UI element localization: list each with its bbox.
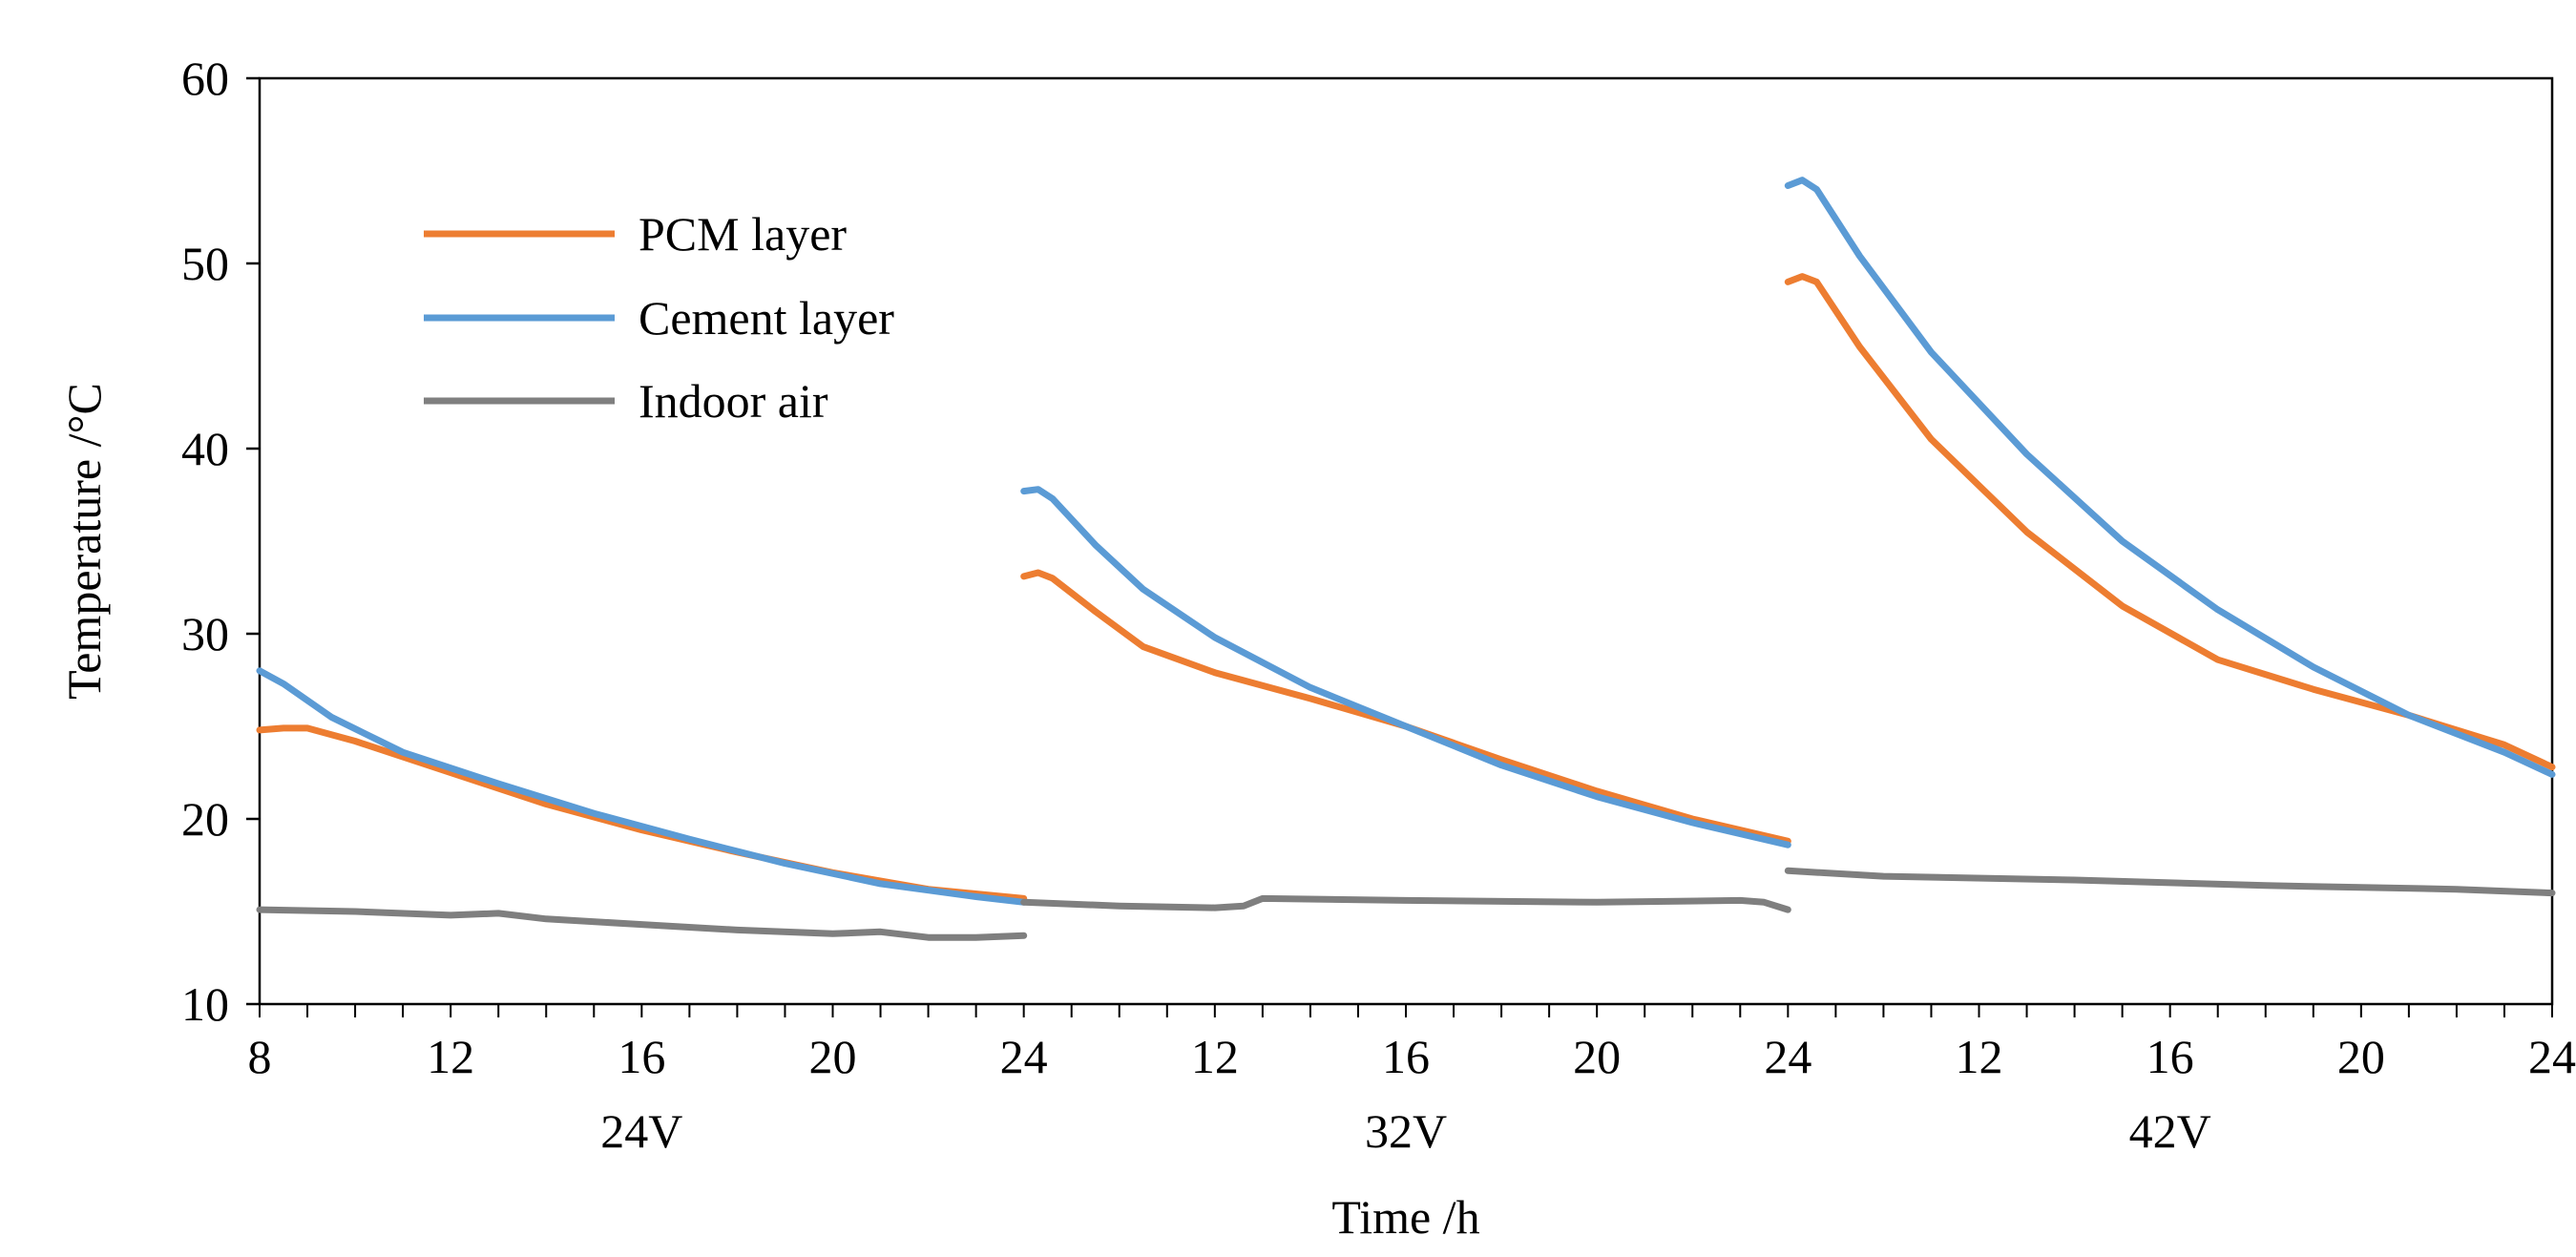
legend: PCM layer Cement layer Indoor air [424,207,894,428]
segment-labels: 24V 32V 42V [600,1104,2210,1158]
x-tick-label: 16 [618,1030,665,1083]
series-line-indoor-air [1784,867,2556,897]
x-tick-label: 20 [1573,1030,1621,1083]
y-tick-label: 20 [181,792,229,846]
y-tick-label: 40 [181,422,229,475]
y-axis: 10 20 30 40 50 60 [181,52,260,1031]
legend-label: Indoor air [639,374,828,428]
series-line-cement-layer [256,667,1028,906]
segment-label: 42V [2129,1104,2211,1158]
series-line-cement-layer [1020,486,1791,848]
x-tick-label: 20 [809,1030,857,1083]
legend-label: PCM layer [639,207,847,261]
x-tick-label: 24 [2528,1030,2576,1083]
x-tick-label: 12 [1191,1030,1239,1083]
y-tick-label: 60 [181,52,229,105]
x-tick-label: 20 [2337,1030,2385,1083]
y-tick-label: 10 [181,977,229,1031]
x-axis-title: Time /h [1331,1190,1479,1244]
x-tick-label: 16 [2147,1030,2194,1083]
segment-label: 24V [600,1104,682,1158]
series-line-indoor-air [1020,894,1791,913]
x-tick-label: 24 [1764,1030,1812,1083]
y-axis-title: Temperature /°C [57,383,111,700]
x-tick-label: 24 [1000,1030,1048,1083]
x-tick-label: 12 [427,1030,474,1083]
series-line-indoor-air [256,906,1028,941]
y-tick-label: 50 [181,237,229,290]
x-tick-label: 8 [248,1030,272,1083]
x-tick-label: 16 [1382,1030,1430,1083]
series-line-cement-layer [1784,177,2556,778]
series-line-pcm-layer [1020,569,1791,845]
x-tick-label: 12 [1956,1030,2003,1083]
y-tick-label: 30 [181,607,229,660]
segment-label: 32V [1365,1104,1447,1158]
x-axis: 8 12 16 20 24 12 16 20 24 12 16 20 24 [248,1004,2576,1083]
series-layer [256,177,2556,941]
legend-label: Cement layer [639,291,894,345]
